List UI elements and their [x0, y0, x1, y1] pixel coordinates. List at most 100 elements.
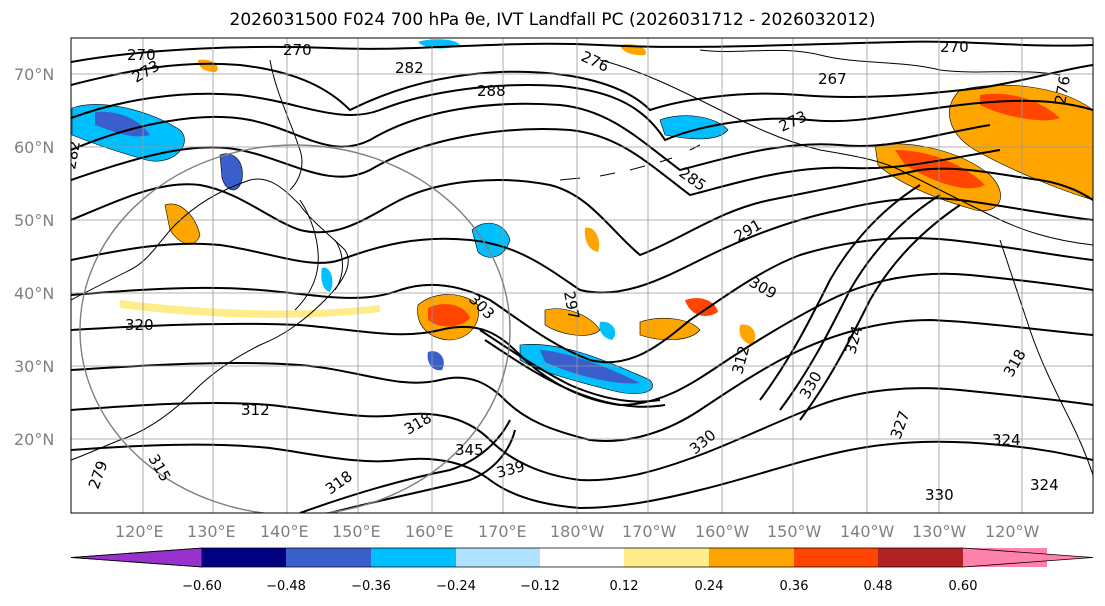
shade-darkblue-central-band	[540, 350, 640, 384]
colorbar-segment	[963, 548, 1093, 567]
contour-label: 345	[455, 441, 484, 459]
contour-294	[71, 167, 1093, 257]
lon-label: 160°E	[405, 522, 454, 541]
lon-label: 150°E	[332, 522, 381, 541]
coast-aleutians	[559, 144, 701, 181]
shade-orange-mid3	[685, 298, 718, 316]
colorbar-ticks: −0.60 −0.48 −0.36 −0.24 −0.12 0.12 0.24 …	[182, 579, 977, 594]
contour-dense-central2	[484, 339, 666, 408]
contour-label: 270	[283, 41, 312, 59]
lat-label-70n: 70°N	[14, 65, 54, 84]
contour-label: 312	[241, 401, 270, 419]
shade-blue-sea-okhotsk	[219, 153, 243, 191]
shade-blue-mid-north	[471, 222, 511, 258]
contour-label: 276	[1051, 74, 1074, 105]
shade-blue-alaska	[659, 115, 729, 140]
colorbar-tick-label: 0.36	[780, 579, 809, 594]
contour-dense-central1	[479, 329, 661, 403]
latitude-labels: 70°N 60°N 50°N 40°N 30°N 20°N	[14, 65, 54, 449]
contour-label: 288	[477, 82, 506, 100]
contour-label: 330	[925, 486, 954, 504]
lon-label: 160°W	[695, 522, 750, 541]
lat-label-20n: 20°N	[14, 430, 54, 449]
contour-label: 282	[395, 59, 424, 77]
range-circle	[79, 144, 511, 513]
colorbar-tick-label: −0.12	[520, 579, 560, 594]
lat-label-50n: 50°N	[14, 211, 54, 230]
colorbar-tick-label: −0.60	[182, 579, 222, 594]
lon-label: 130°E	[187, 522, 236, 541]
contour-label: 270	[940, 38, 969, 56]
colorbar-tick-label: −0.48	[266, 579, 306, 594]
contour-dense-east1	[759, 184, 921, 401]
contour-label: 324	[1030, 476, 1059, 494]
shade-red-west-pacific	[428, 304, 470, 327]
lon-label: 170°W	[622, 522, 677, 541]
lon-label: 140°W	[840, 522, 895, 541]
lon-label: 120°W	[985, 522, 1040, 541]
colorbar-tick-label: 0.12	[610, 579, 639, 594]
contour-label: 297	[560, 290, 583, 321]
contour-label: 270	[127, 46, 156, 64]
colorbar-tick-label: 0.60	[949, 579, 978, 594]
lon-label: 150°W	[767, 522, 822, 541]
lat-label-60n: 60°N	[14, 138, 54, 157]
longitude-labels: 120°E 130°E 140°E 150°E 160°E 170°E 180°…	[115, 522, 1040, 541]
map-frame	[70, 37, 1094, 514]
contour-324	[71, 387, 1093, 482]
colorbar-segment	[794, 548, 878, 567]
shade-orange-small1	[584, 227, 600, 252]
lon-label: 170°E	[478, 522, 527, 541]
contour-282	[71, 102, 991, 172]
shade-orange-small4	[739, 324, 756, 345]
contour-dense-east3	[799, 204, 961, 421]
contour-330	[71, 440, 1093, 510]
colorbar-tick-label: −0.36	[351, 579, 391, 594]
colorbar-tick-label: 0.24	[695, 579, 724, 594]
colorbar-segment	[286, 548, 371, 567]
lon-label: 120°E	[115, 522, 164, 541]
colorbar-segment	[540, 548, 624, 567]
theta-e-contours	[71, 40, 1093, 513]
colorbar-segment	[202, 548, 286, 567]
lon-label: 130°W	[912, 522, 967, 541]
figure-title: 2026031500 F024 700 hPa θe, IVT Landfall…	[229, 10, 876, 30]
lon-label: 140°E	[260, 522, 309, 541]
shade-orange-japan	[164, 203, 201, 245]
lon-label: 180°W	[550, 522, 605, 541]
colorbar-segment	[70, 547, 203, 568]
colorbar-segment	[371, 548, 456, 567]
contour-318	[71, 318, 1093, 442]
contour-label: 320	[125, 316, 154, 334]
coast-asia	[71, 178, 349, 461]
contour-300	[71, 197, 1093, 294]
contour-label: 324	[992, 431, 1021, 449]
colorbar-outline	[70, 547, 1094, 568]
contour-273	[71, 62, 1093, 112]
shade-blue-small3	[599, 321, 616, 340]
colorbar-tick-label: 0.48	[864, 579, 893, 594]
colorbar-segment	[456, 548, 540, 567]
contour-dense-east2	[779, 194, 941, 411]
coast-japan	[294, 199, 343, 311]
colorbar	[70, 547, 1094, 568]
contour-339	[299, 419, 511, 513]
shade-blue-small2	[321, 267, 333, 292]
contour-288	[71, 128, 1001, 197]
shade-red-northeast	[980, 93, 1060, 121]
colorbar-segment	[878, 548, 963, 567]
shade-yellow-band	[120, 300, 380, 318]
lat-label-30n: 30°N	[14, 357, 54, 376]
shade-darkblue-northwest	[95, 111, 150, 137]
contour-label: 267	[818, 70, 847, 88]
colorbar-segment	[624, 548, 709, 567]
shaded-regions	[71, 39, 1093, 394]
shade-orange-northeast	[949, 84, 1093, 201]
coast-arctic	[699, 49, 1061, 76]
contour-276	[71, 84, 1093, 142]
colorbar-segment	[709, 548, 794, 567]
coast-kamchatka	[269, 59, 303, 191]
graticule	[71, 38, 1093, 513]
colorbar-tick-label: −0.24	[436, 579, 476, 594]
